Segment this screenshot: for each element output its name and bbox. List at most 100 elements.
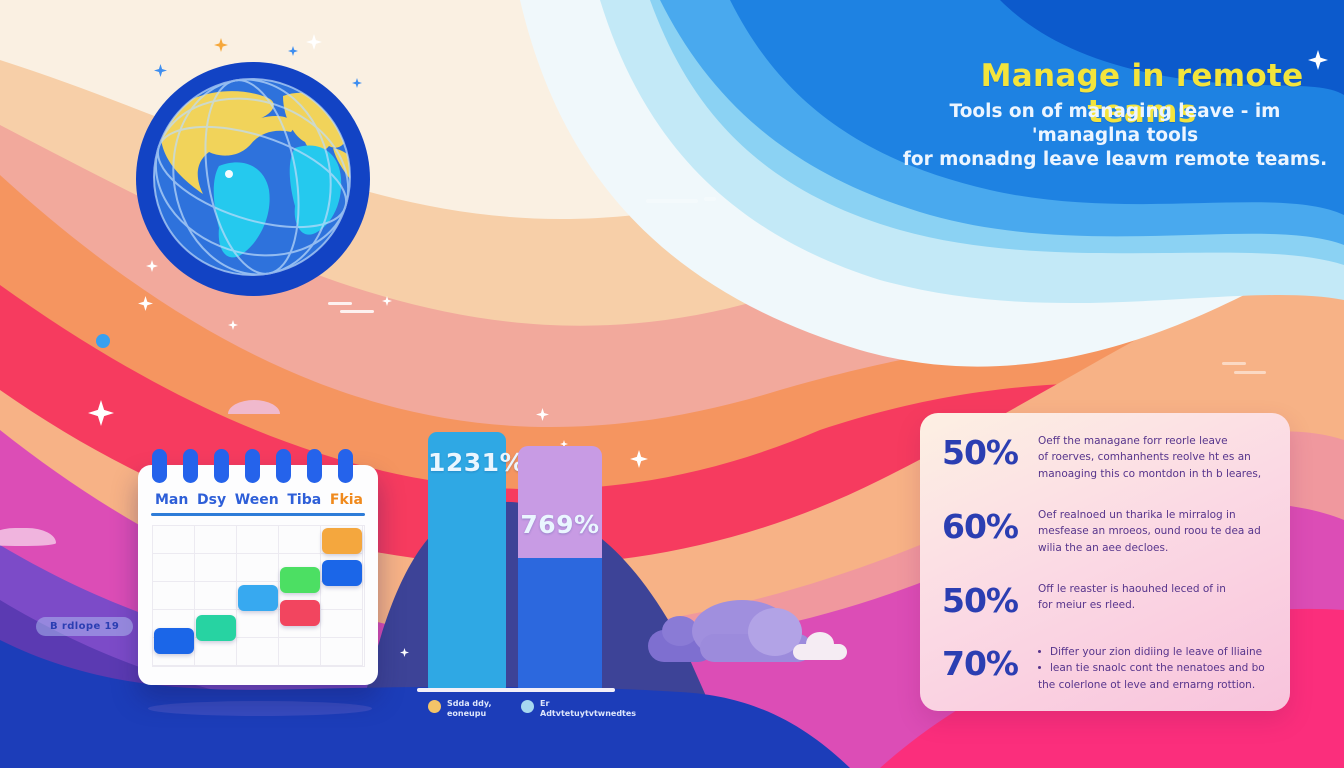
calendar-cell [279, 526, 322, 554]
legend-label: Er Adtvtetuytvtwnedtes [540, 699, 637, 718]
calendar-cell [236, 638, 280, 666]
binder-ring [214, 449, 229, 483]
binder-ring [276, 449, 291, 483]
cloud [806, 632, 834, 656]
calendar-grid [151, 525, 365, 667]
blue-dot-accent [96, 334, 110, 348]
page-subtitle: Tools on of managing leave - im 'managln… [900, 100, 1330, 172]
stat-description-line: Differ your zion didiing le leave of lli… [1038, 644, 1265, 660]
calendar-cell [194, 554, 237, 582]
weekday-label: Man [155, 492, 189, 508]
binder-ring [152, 449, 167, 483]
cloud [0, 528, 56, 546]
stat-description-line: Oeff the managane forr reorle leave [1038, 435, 1228, 447]
calendar-event [280, 567, 321, 593]
stat-row: 60% Oef realnoed un tharika le mirralog i… [936, 507, 1268, 556]
page-title: Manage in remote teams [980, 58, 1304, 130]
calendar-cell [152, 582, 195, 610]
legend-label: Sdda ddy, eoneupu [447, 699, 492, 718]
binder-ring [338, 449, 353, 483]
weekday-label: Tiba [287, 492, 322, 508]
calendar-cell [152, 526, 195, 554]
stat-description-line: lean tie snaolc cont the nenatoes and bo [1038, 660, 1265, 676]
bar-2-top-segment [518, 446, 602, 558]
calendar-cell [194, 582, 237, 610]
stat-description-line: wilia the an aee decloes. [1038, 541, 1169, 554]
speed-lines [328, 302, 352, 305]
sparkle-icon [400, 648, 409, 657]
stat-row: 70% Differ your zion didiing le leave of … [936, 644, 1268, 693]
chart-legend: Sdda ddy, eoneupu Er Adtvtetuytvtwnedtes [428, 699, 648, 719]
stat-description: Differ your zion didiing le leave of lli… [1038, 644, 1265, 693]
sparkle-icon [228, 320, 238, 330]
calendar-event [195, 615, 236, 641]
calendar-cell [236, 526, 280, 554]
calendar-cell [279, 638, 322, 666]
speed-lines [1234, 371, 1266, 374]
stat-row: 50% Off le reaster is haouhed leced of in… [936, 581, 1268, 619]
weekday-header: Man Dsy Ween Tiba Fkia [138, 465, 378, 508]
speed-lines [340, 310, 374, 313]
bar-2: 769% [518, 446, 602, 690]
faint-mark [646, 199, 698, 203]
stat-percent: 70% [942, 644, 1019, 684]
stat-percent: 50% [942, 433, 1019, 472]
binder-ring [245, 449, 260, 483]
stat-description-line: manoaging this co montdon in th b leares… [1038, 467, 1262, 480]
calendar-cell [194, 638, 237, 666]
speed-lines [1222, 362, 1246, 365]
calendar-event [322, 528, 363, 554]
calendar-event [280, 600, 321, 626]
sparkle-icon [560, 440, 568, 448]
globe-icon [136, 62, 370, 296]
binder-ring [307, 449, 322, 483]
header-divider [151, 513, 365, 516]
calendar-shadow [148, 701, 372, 716]
calendar-event [237, 585, 278, 611]
stat-description: Off le reaster is haouhed leced of in for… [1038, 581, 1226, 614]
legend-item: Er Adtvtetuytvtwnedtes [521, 699, 648, 719]
subtitle-line: for monadng leave leavm remote teams. [902, 149, 1328, 171]
bar-1: 1231% [428, 432, 526, 690]
sparkle-icon [352, 78, 362, 88]
sparkle-icon [288, 46, 298, 56]
calendar-cell [236, 554, 280, 582]
stat-description-line: Oef realnoed un tharika le mirralog in [1038, 509, 1236, 522]
stat-description-line: of roerves, comhanhents reolve ht es an [1038, 451, 1251, 464]
status-badge: B rdlope 19 [36, 617, 134, 636]
bullet-dot [1038, 650, 1041, 654]
calendar: Man Dsy Ween Tiba Fkia [138, 449, 378, 685]
stat-percent: 50% [942, 581, 1019, 621]
calendar-cell [321, 582, 364, 610]
stat-percent: 60% [942, 507, 1019, 547]
calendar-cell [236, 610, 280, 638]
bar-2-bottom-segment [518, 558, 602, 690]
stat-description-line: the colerlone ot leve and ernarng rottio… [1038, 678, 1256, 691]
legend-dot [521, 700, 534, 713]
stat-description: Oeff the managane forr reorle leave of ro… [1038, 433, 1261, 482]
calendar-cell [321, 610, 364, 638]
calendar-cell [152, 554, 195, 582]
calendar-event [322, 560, 363, 586]
weekday-label: Ween [234, 492, 279, 508]
stat-description-line: Off le reaster is haouhed leced of in [1038, 583, 1226, 596]
legend-item: Sdda ddy, eoneupu [428, 699, 493, 719]
sparkle-icon [382, 296, 392, 306]
subtitle-line: Tools on of managing leave - im 'managln… [949, 101, 1281, 147]
stat-description-line: mesfease an mroeos, ound roou te dea ad [1038, 525, 1261, 538]
legend-dot [428, 700, 441, 713]
cloud [228, 400, 280, 414]
stat-description-line: for meiur es rleed. [1038, 599, 1136, 612]
calendar-cell [194, 526, 237, 554]
bullet-dot [1038, 666, 1041, 670]
weekday-label: Dsy [197, 492, 227, 508]
binder-ring [183, 449, 198, 483]
bar-1-value: 1231% [428, 448, 526, 477]
weekday-label: Fkia [329, 492, 363, 508]
calendar-event [153, 628, 194, 654]
stats-panel: 50% Oeff the managane forr reorle leave of… [920, 413, 1290, 711]
calendar-cell [321, 638, 364, 666]
bar-2-value: 769% [520, 510, 600, 539]
chart-baseline [417, 688, 615, 692]
